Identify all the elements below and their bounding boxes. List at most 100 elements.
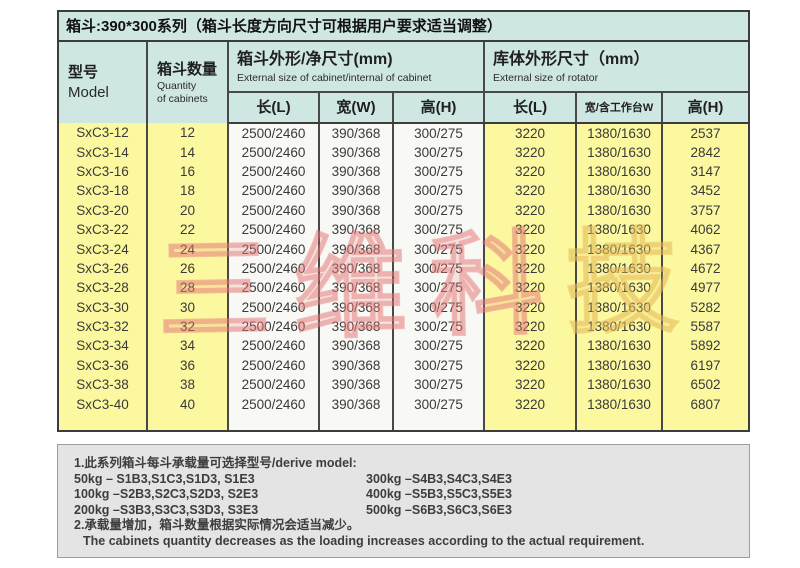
table-row: SxC3-32 32 2500/2460 390/368 300/275 3220 1380… (59, 316, 749, 337)
table-cell: 5587 (661, 316, 749, 337)
table-cell: 300/275 (391, 336, 486, 356)
sub-header-rotator-width: 宽/含工作台W (575, 92, 664, 124)
table-cell: 4977 (661, 278, 749, 298)
table-cell: 1380/1630 (575, 375, 664, 395)
footnote-loading-note-en: The cabinets quantity decreases as the l… (83, 533, 645, 548)
footnote-derive-model-title: 1.此系列箱斗每斗承载量可选择型号/derive model: (74, 456, 357, 470)
table-cell: SxC3-40 (59, 394, 148, 414)
table-cell: 2500/2460 (227, 394, 320, 414)
table-cell: 300/275 (391, 375, 486, 395)
table-row: SxC3-30 30 2500/2460 390/368 300/275 3220 1380… (59, 297, 749, 317)
table-cell: SxC3-12 (59, 123, 148, 143)
col-group-rotator-zh: 库体外形尺寸（mm） (493, 51, 650, 68)
table-cell: SxC3-14 (59, 142, 148, 162)
table-cell: 390/368 (318, 297, 394, 317)
table-cell: 1380/1630 (575, 161, 664, 182)
table-cell: 30 (146, 297, 229, 317)
table-cell: 300/275 (391, 219, 486, 240)
table-cell: 2500/2460 (227, 297, 320, 317)
table-cell: 38 (146, 375, 229, 395)
spec-table-header: 型号 Model 箱斗数量 Quantity of cabinets 箱斗外形/… (59, 42, 749, 124)
table-cell: 300/275 (391, 355, 486, 376)
derive-model-100kg: 100kg –S2B3,S2C3,S2D3, S2E3 (74, 487, 259, 502)
table-cell: SxC3-22 (59, 219, 148, 240)
table-row: SxC3-18 18 2500/2460 390/368 300/275 3220 1380… (59, 181, 749, 201)
table-cell: 26 (146, 258, 229, 279)
table-cell: 1380/1630 (575, 219, 664, 240)
table-cell: 300/275 (391, 161, 486, 182)
table-cell: SxC3-36 (59, 355, 148, 376)
table-cell: 32 (146, 316, 229, 337)
table-cell: 3220 (483, 316, 578, 337)
table-cell: 2500/2460 (227, 278, 320, 298)
table-cell: 1380/1630 (575, 239, 664, 259)
table-row: SxC3-12 12 2500/2460 390/368 300/275 3220 1380… (59, 123, 749, 143)
table-cell: 12 (146, 123, 229, 143)
table-cell: 300/275 (391, 297, 486, 317)
col-header-model-zh: 型号 (68, 64, 99, 81)
table-row: SxC3-20 20 2500/2460 390/368 300/275 3220 1380… (59, 200, 749, 220)
table-cell: 3452 (661, 181, 749, 201)
table-cell: 2500/2460 (227, 161, 320, 182)
table-cell: 2500/2460 (227, 336, 320, 356)
col-group-rotator-en: External size of rotator (493, 72, 599, 84)
table-cell: 1380/1630 (575, 142, 664, 162)
table-cell: SxC3-24 (59, 239, 148, 259)
table-cell: 3220 (483, 181, 578, 201)
table-cell: 40 (146, 394, 229, 414)
derive-model-400kg: 400kg –S5B3,S5C3,S5E3 (366, 487, 512, 502)
sheet-title: 箱斗:390*300系列（箱斗长度方向尺寸可根据用户要求适当调整） (59, 12, 748, 42)
table-cell: SxC3-34 (59, 336, 148, 356)
table-cell: 390/368 (318, 316, 394, 337)
sub-header-cabinet-width: 宽(W) (318, 92, 394, 124)
table-cell: 3220 (483, 355, 578, 376)
derive-model-list: 50kg – S1B3,S1C3,S1D3, S1E3 300kg –S4B3,… (74, 472, 739, 519)
table-cell: 1380/1630 (575, 316, 664, 337)
table-cell: SxC3-28 (59, 278, 148, 298)
table-cell: 3757 (661, 200, 749, 220)
table-cell: 300/275 (391, 278, 486, 298)
col-header-quantity-en2: of cabinets (157, 92, 208, 105)
table-cell: 4672 (661, 258, 749, 279)
table-cell: 3220 (483, 258, 578, 279)
table-cell: 2500/2460 (227, 258, 320, 279)
table-cell: 1380/1630 (575, 355, 664, 376)
table-cell: 390/368 (318, 219, 394, 240)
table-cell: 2500/2460 (227, 375, 320, 395)
footnotes-box: 1.此系列箱斗每斗承载量可选择型号/derive model: 50kg – S… (57, 444, 750, 558)
table-row: SxC3-38 38 2500/2460 390/368 300/275 3220 1380… (59, 375, 749, 395)
empty-row (59, 413, 749, 430)
col-header-model: 型号 Model (59, 42, 148, 123)
table-cell: 22 (146, 219, 229, 240)
sub-header-cabinet-length: 长(L) (228, 92, 320, 124)
table-cell: 300/275 (391, 123, 486, 143)
table-cell: 1380/1630 (575, 297, 664, 317)
table-cell: 5892 (661, 336, 749, 356)
table-cell: 390/368 (318, 375, 394, 395)
derive-model-500kg: 500kg –S6B3,S6C3,S6E3 (366, 502, 512, 517)
table-cell: 3220 (483, 142, 578, 162)
table-cell: 3147 (661, 161, 749, 182)
table-cell: 300/275 (391, 258, 486, 279)
col-group-rotator-size: 库体外形尺寸（mm） External size of rotator (483, 42, 749, 93)
table-cell: SxC3-16 (59, 161, 148, 182)
table-cell: 1380/1630 (575, 200, 664, 220)
derive-model-200kg: 200kg –S3B3,S3C3,S3D3, S3E3 (74, 502, 259, 517)
table-cell: 24 (146, 239, 229, 259)
table-cell: SxC3-18 (59, 181, 148, 201)
table-cell: SxC3-26 (59, 258, 148, 279)
table-cell: 2842 (661, 142, 749, 162)
spec-table: 型号 Model 箱斗数量 Quantity of cabinets 箱斗外形/… (59, 42, 749, 430)
table-cell: 3220 (483, 297, 578, 317)
table-cell: 300/275 (391, 200, 486, 220)
table-cell: 18 (146, 181, 229, 201)
table-cell: 2500/2460 (227, 181, 320, 201)
table-cell: SxC3-38 (59, 375, 148, 395)
table-cell: 300/275 (391, 394, 486, 414)
table-cell: 390/368 (318, 394, 394, 414)
table-cell: 3220 (483, 123, 578, 143)
table-row: SxC3-34 34 2500/2460 390/368 300/275 3220 1380… (59, 336, 749, 356)
table-cell: 6502 (661, 375, 749, 395)
table-cell: 2537 (661, 123, 749, 143)
footnote-loading-note-zh: 2.承载量增加，箱斗数量根据实际情况会适当减少。 (74, 518, 360, 533)
